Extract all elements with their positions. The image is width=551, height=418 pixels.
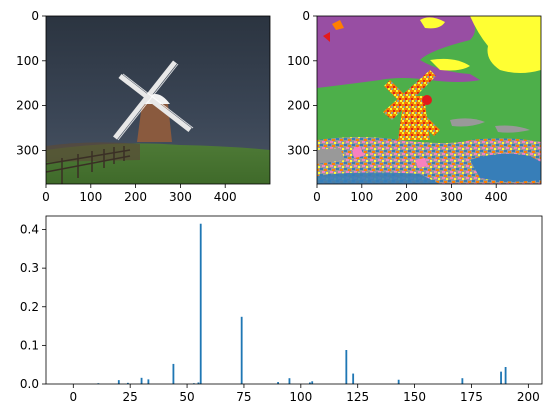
bar — [345, 350, 348, 384]
histogram-xtick-label: 200 — [517, 390, 540, 404]
bar — [172, 363, 175, 384]
bar — [500, 371, 502, 384]
segmentation-image — [317, 16, 541, 184]
histogram-xtick-label: 0 — [69, 390, 77, 404]
bar — [277, 382, 279, 384]
windmill-photo — [46, 16, 270, 184]
bar — [117, 380, 120, 384]
histogram-ytick-label: 0.2 — [20, 300, 39, 314]
photo-ytick-label: 200 — [16, 99, 39, 113]
bar — [352, 373, 355, 384]
segmentation-ytick-label: 200 — [287, 99, 310, 113]
bar — [147, 379, 150, 384]
bar — [288, 378, 291, 384]
photo-xtick-label: 400 — [214, 190, 237, 204]
photo-x-axis: 0 100 200 300 400 — [42, 184, 237, 204]
photo-xtick-label: 0 — [42, 190, 50, 204]
histogram-xtick-label: 175 — [460, 390, 483, 404]
bar — [240, 316, 243, 384]
segmentation-xtick-label: 200 — [395, 190, 418, 204]
photo-ytick-label: 100 — [16, 54, 39, 68]
histogram-panel: 0 25 50 75 100 125 150 175 200 0.0 0.1 0.2 0.3 0.4 — [20, 215, 543, 404]
bar — [504, 367, 507, 384]
segmentation-x-axis: 0 100 200 300 400 — [313, 184, 508, 204]
bar — [197, 382, 200, 384]
photo-ytick-label: 0 — [31, 9, 39, 23]
segmentation-ytick-label: 300 — [287, 143, 310, 157]
bar — [126, 382, 129, 384]
bar — [199, 223, 202, 384]
histogram-xtick-label: 75 — [236, 390, 251, 404]
photo-xtick-label: 200 — [124, 190, 147, 204]
photo-ytick-label: 300 — [16, 143, 39, 157]
segmentation-ytick-label: 100 — [287, 54, 310, 68]
segmentation-ytick-label: 0 — [302, 9, 310, 23]
histogram-xtick-label: 150 — [403, 390, 426, 404]
bar — [140, 377, 143, 384]
segmentation-y-axis: 0 100 200 300 — [287, 9, 317, 157]
histogram-ytick-label: 0.4 — [20, 223, 39, 237]
histogram-ytick-label: 0.3 — [20, 261, 39, 275]
bar — [309, 382, 311, 384]
histogram-ytick-label: 0.0 — [20, 377, 39, 391]
histogram-xtick-label: 25 — [123, 390, 138, 404]
bar — [397, 379, 400, 384]
histogram-x-axis: 0 25 50 75 100 125 150 175 200 — [69, 384, 540, 404]
photo-panel: 0 100 200 300 400 0 100 200 300 — [16, 9, 271, 204]
histogram-ytick-label: 0.1 — [20, 338, 39, 352]
histogram-xtick-label: 100 — [289, 390, 312, 404]
photo-y-axis: 0 100 200 300 — [16, 9, 46, 157]
histogram-xtick-label: 125 — [346, 390, 369, 404]
bar — [461, 378, 464, 384]
bar-series — [97, 223, 507, 384]
photo-xtick-label: 100 — [79, 190, 102, 204]
segmentation-xtick-label: 400 — [485, 190, 508, 204]
segmentation-xtick-label: 100 — [350, 190, 373, 204]
segmentation-panel: 0 100 200 300 400 0 100 200 300 — [287, 9, 542, 204]
segmentation-xtick-label: 300 — [440, 190, 463, 204]
bar — [311, 381, 314, 384]
segmentation-xtick-label: 0 — [313, 190, 321, 204]
photo-xtick-label: 300 — [169, 190, 192, 204]
histogram-xtick-label: 50 — [179, 390, 194, 404]
histogram-y-axis: 0.0 0.1 0.2 0.3 0.4 — [20, 223, 46, 391]
